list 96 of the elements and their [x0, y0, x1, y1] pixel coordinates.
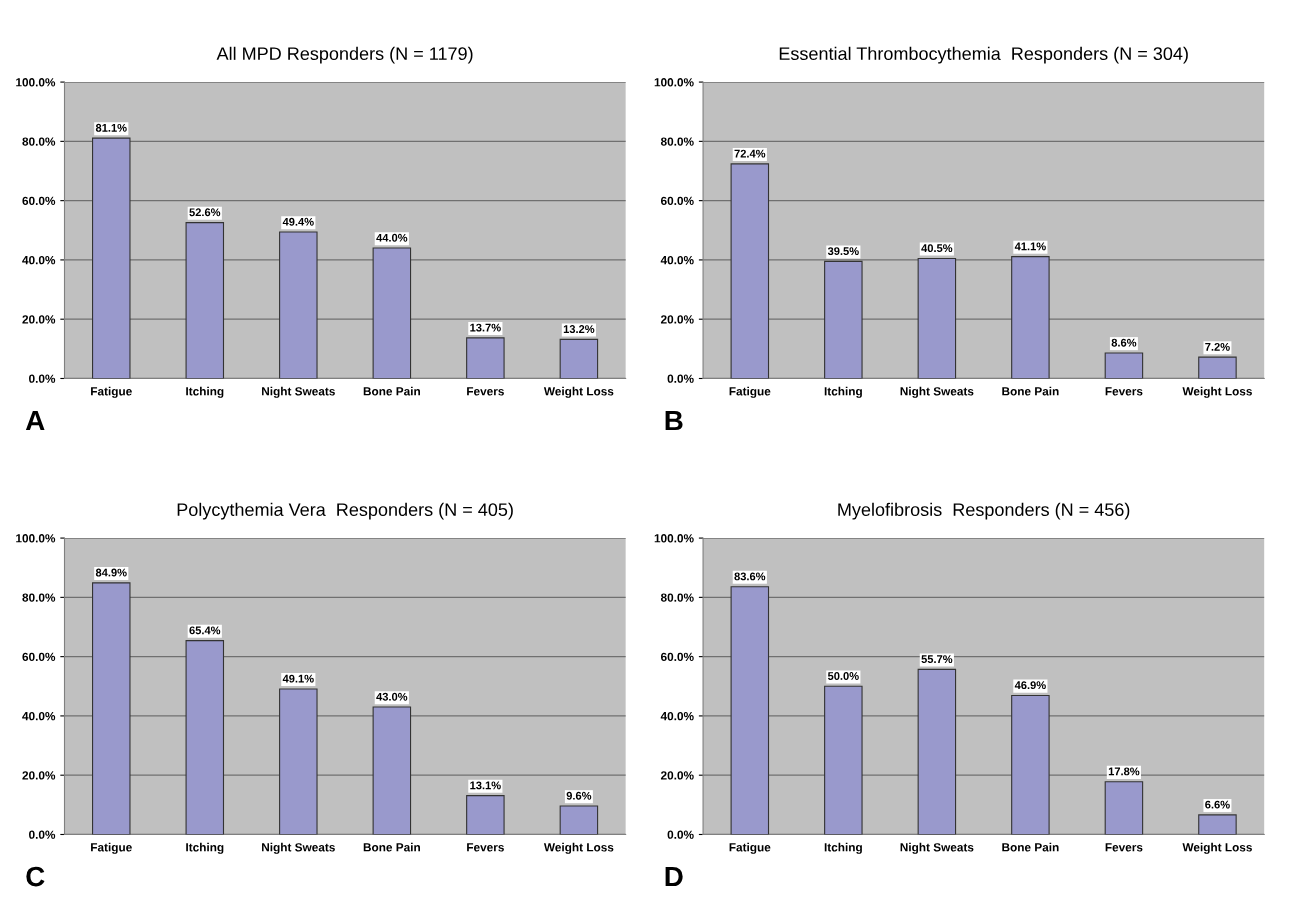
data-label: 83.6%: [734, 572, 766, 581]
data-label: 41.1%: [1014, 242, 1046, 251]
data-label: 52.6%: [189, 208, 221, 217]
y-tick-label: 100.0%: [654, 78, 694, 87]
y-tick-label: 60.0%: [22, 196, 56, 206]
text: D: [665, 867, 683, 887]
x-tick-label: Fevers: [467, 843, 504, 852]
bar: [466, 795, 505, 835]
y-tick-label: 0.0%: [29, 830, 56, 839]
text: B: [665, 411, 683, 431]
y-tick-label: 20.0%: [22, 771, 56, 780]
y-tick-label: 60.0%: [660, 652, 694, 662]
bar: [917, 257, 957, 379]
x-tick-label: Fatigue: [729, 386, 771, 398]
data-label: 72.4%: [734, 149, 766, 158]
x-tick-label: Night Sweats: [900, 842, 974, 854]
data-label: 50.0%: [827, 672, 859, 680]
data-label: 81.1%: [95, 123, 127, 132]
x-tick-label: Itching: [824, 842, 862, 854]
x-tick-label: Night Sweats: [262, 386, 335, 398]
bar: [1198, 814, 1237, 835]
chart-title: All MPD Responders (N = 1179): [216, 46, 473, 64]
y-tick-label: 100.0%: [654, 534, 694, 543]
data-label: 43.0%: [376, 692, 408, 701]
data-label: 49.1%: [282, 674, 314, 683]
bar: [185, 222, 225, 379]
data-label: 55.7%: [921, 655, 953, 664]
y-tick-label: 80.0%: [22, 137, 56, 146]
data-label: 7.2%: [1205, 342, 1230, 351]
data-label: 9.6%: [566, 791, 592, 800]
data-label: 65.4%: [189, 626, 221, 635]
bar: [92, 582, 131, 835]
x-tick-label: Bone Pain: [1002, 386, 1059, 396]
y-tick-label: 20.0%: [660, 315, 694, 324]
data-label: 8.6%: [1111, 338, 1137, 347]
x-tick-label: Bone Pain: [363, 842, 420, 852]
bar: [917, 668, 957, 835]
chart-title: Myelofibrosis Responders (N = 456): [838, 502, 1130, 520]
data-label: 40.5%: [921, 244, 953, 253]
y-tick-label: 20.0%: [22, 315, 56, 324]
text: C: [26, 866, 45, 887]
bar: [1104, 781, 1144, 835]
y-tick-label: 40.0%: [660, 711, 694, 721]
x-tick-label: Night Sweats: [262, 842, 335, 854]
y-tick-label: 60.0%: [22, 652, 56, 662]
y-tick-label: 0.0%: [29, 374, 56, 383]
y-tick-label: 80.0%: [22, 593, 56, 602]
bar: [730, 586, 770, 835]
x-tick-label: Bone Pain: [1002, 842, 1059, 852]
bar: [466, 337, 505, 379]
x-tick-label: Fatigue: [91, 386, 132, 398]
data-label: 84.9%: [95, 568, 127, 577]
y-tick-label: 20.0%: [660, 771, 694, 780]
x-tick-label: Bone Pain: [363, 386, 420, 396]
y-tick-label: 100.0%: [16, 534, 56, 543]
y-tick-label: 100.0%: [16, 78, 56, 87]
bar: [730, 163, 770, 379]
y-tick-label: 60.0%: [660, 196, 694, 206]
x-tick-label: Itching: [824, 386, 862, 398]
x-tick-label: Weight Loss: [543, 842, 614, 854]
y-tick-label: 80.0%: [660, 593, 694, 602]
bar: [1011, 256, 1050, 379]
x-tick-label: Fatigue: [729, 842, 771, 854]
chart-title: Essential Thrombocythemia Responders (N = 304): [779, 46, 1188, 64]
bar: [279, 688, 318, 835]
bar: [559, 338, 599, 379]
y-tick-label: 40.0%: [660, 255, 694, 265]
x-tick-label: Itching: [186, 842, 224, 854]
x-tick-label: Weight Loss: [543, 386, 614, 398]
chart-title: Polycythemia Vera Responders (N = 405): [177, 502, 513, 520]
x-tick-label: Fatigue: [91, 842, 132, 854]
x-tick-label: Fevers: [467, 387, 504, 396]
x-tick-label: Night Sweats: [900, 386, 974, 398]
data-label: 39.5%: [827, 247, 859, 256]
y-tick-label: 80.0%: [660, 137, 694, 146]
data-label: 13.7%: [470, 323, 501, 332]
bar: [185, 640, 225, 835]
x-tick-label: Itching: [186, 386, 224, 398]
y-tick-label: 40.0%: [22, 711, 56, 721]
data-label: 17.8%: [1108, 767, 1140, 776]
x-tick-label: Fevers: [1105, 843, 1143, 852]
data-label: 46.9%: [1014, 681, 1046, 690]
y-tick-label: 0.0%: [667, 374, 694, 383]
x-tick-label: Weight Loss: [1182, 386, 1252, 398]
data-label: 13.1%: [470, 781, 501, 790]
y-tick-label: 40.0%: [22, 255, 56, 265]
x-tick-label: Fevers: [1105, 387, 1143, 396]
data-label: 49.4%: [282, 217, 314, 226]
data-label: 44.0%: [376, 233, 408, 242]
data-label: 6.6%: [1205, 800, 1230, 809]
data-label: 13.2%: [563, 325, 595, 334]
bar: [1011, 694, 1050, 835]
x-tick-label: Weight Loss: [1182, 842, 1252, 854]
bar: [824, 260, 863, 379]
y-tick-label: 0.0%: [667, 830, 694, 839]
text: A: [25, 411, 45, 431]
